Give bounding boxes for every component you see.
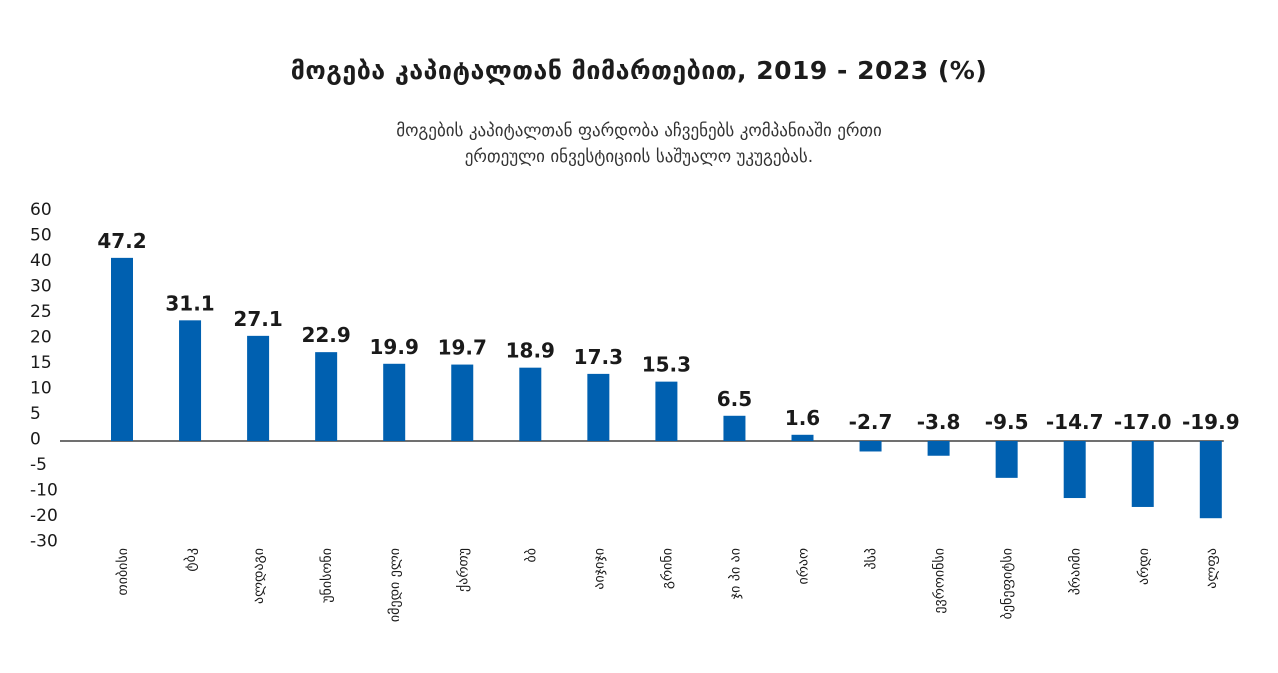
category-label: იმედი ელი — [387, 548, 403, 622]
category-label: პსპ — [864, 548, 880, 570]
bar — [179, 320, 202, 441]
bar — [1063, 441, 1086, 499]
y-tick-label: 30 — [30, 277, 52, 297]
bar — [995, 441, 1018, 478]
value-labels: 47.2 31.1 27.1 22.9 19.9 19.7 18.9 17.3 15.3 6.5 1… — [97, 229, 1239, 434]
category-label: პრაიმი — [1067, 548, 1084, 595]
bar — [111, 257, 133, 441]
subtitle-line-1: მოგების კაპიტალთან ფარდობა აჩვენებს კომპ… — [396, 121, 882, 141]
bar — [791, 434, 814, 441]
value-label: 22.9 — [301, 323, 350, 347]
category-label: უნისონი — [319, 548, 335, 603]
value-label: 27.1 — [233, 307, 282, 331]
y-tick-label: 60 — [30, 200, 52, 220]
y-tick-label: 25 — [30, 302, 52, 322]
category-label: თიბისი — [115, 548, 131, 596]
y-tick-label: -30 — [30, 532, 58, 552]
value-label: -14.7 — [1046, 410, 1104, 434]
bar — [859, 441, 882, 452]
bar — [1199, 441, 1222, 519]
bar — [451, 364, 474, 441]
y-tick-label: 40 — [30, 251, 52, 271]
y-tick-label: 5 — [30, 404, 41, 424]
value-label: 17.3 — [574, 345, 623, 369]
bars — [111, 257, 1222, 519]
bar — [519, 367, 542, 441]
bar — [247, 335, 270, 441]
y-tick-label: 0 — [30, 430, 41, 450]
value-label: -3.8 — [917, 410, 961, 434]
value-label: 6.5 — [717, 387, 752, 411]
value-label: 19.9 — [370, 335, 419, 359]
category-label: ალდაგი — [251, 548, 267, 604]
y-tick-label: 10 — [30, 379, 52, 399]
bar — [655, 381, 678, 441]
category-label: ჯი პი აი — [727, 548, 743, 599]
category-label: ბენეფიტსი — [1000, 548, 1016, 619]
bar — [927, 441, 950, 456]
value-label: -17.0 — [1114, 410, 1172, 434]
category-label: ევროინსი — [931, 548, 948, 614]
category-label: აიჯიჯი — [591, 548, 607, 590]
category-label: ირაო — [795, 548, 812, 585]
category-label: ტბკ — [183, 548, 199, 572]
value-label: 31.1 — [165, 291, 214, 315]
category-label: ბბ — [523, 548, 539, 563]
value-label: 19.7 — [438, 336, 487, 360]
category-label: ქართუ — [454, 548, 471, 592]
category-label: არდი — [1135, 548, 1152, 585]
category-labels: თიბისი ტბკ ალდაგი უნისონი იმედი ელი ქართუ ბბ აი… — [115, 548, 1220, 622]
chart-subtitle: მოგების კაპიტალთან ფარდობა აჩვენებს კომპ… — [0, 118, 1278, 170]
value-label: 18.9 — [506, 339, 555, 363]
y-tick-label: -5 — [30, 455, 47, 475]
value-label: -2.7 — [849, 410, 893, 434]
subtitle-line-2: ერთეული ინვესტიციის საშუალო უკუგებას. — [464, 147, 814, 167]
category-label: ალფა — [1204, 548, 1220, 589]
value-label: -9.5 — [985, 410, 1029, 434]
value-label: 47.2 — [97, 229, 146, 253]
category-label: გრინი — [658, 548, 675, 589]
bar — [723, 415, 746, 441]
bar — [383, 363, 406, 441]
value-label: -19.9 — [1182, 410, 1240, 434]
value-label: 15.3 — [642, 353, 691, 377]
y-tick-label: -10 — [30, 481, 58, 501]
value-label: 1.6 — [785, 406, 820, 430]
bar — [587, 373, 610, 441]
bar — [315, 352, 338, 441]
chart-title: მოგება კაპიტალთან მიმართებით, 2019 - 202… — [290, 56, 988, 85]
y-tick-label: -20 — [30, 506, 58, 526]
y-tick-label: 15 — [30, 353, 52, 373]
y-tick-label: 50 — [30, 226, 52, 246]
bar — [1131, 441, 1154, 507]
y-tick-label: 20 — [30, 328, 52, 348]
